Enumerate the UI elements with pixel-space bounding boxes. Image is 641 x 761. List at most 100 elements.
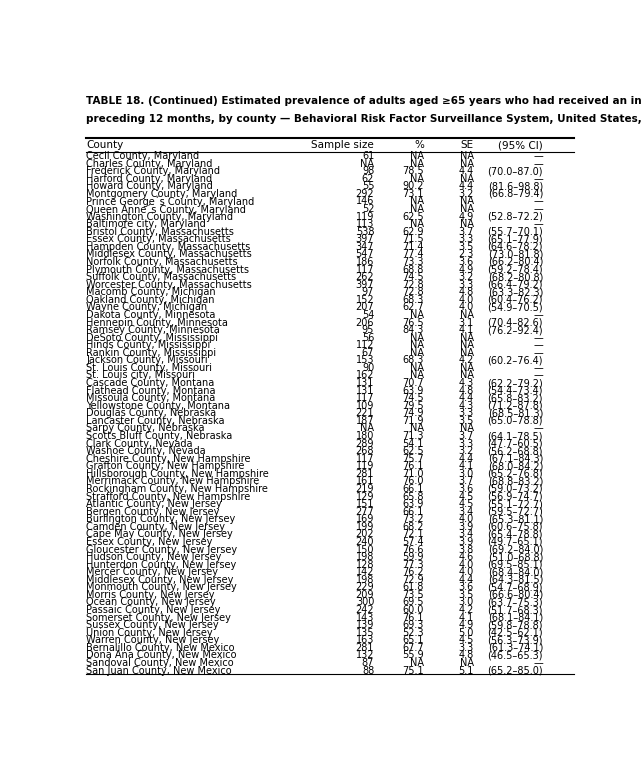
Text: 4.3: 4.3 (458, 378, 474, 388)
Text: 151: 151 (356, 499, 374, 509)
Text: NA: NA (460, 348, 474, 358)
Text: Middlesex County, Massachusetts: Middlesex County, Massachusetts (86, 250, 252, 260)
Text: 277: 277 (356, 507, 374, 517)
Text: 4.4: 4.4 (458, 454, 474, 463)
Text: Hunterdon County, New Jersey: Hunterdon County, New Jersey (86, 559, 237, 570)
Text: 186: 186 (356, 257, 374, 267)
Text: St. Louis city, Missouri: St. Louis city, Missouri (86, 371, 195, 380)
Text: St. Louis County, Missouri: St. Louis County, Missouri (86, 363, 212, 373)
Text: 67.7: 67.7 (403, 643, 424, 653)
Text: 71.9: 71.9 (403, 416, 424, 426)
Text: (54.4–73.4): (54.4–73.4) (488, 386, 543, 396)
Text: 3.7: 3.7 (458, 227, 474, 237)
Text: NA: NA (460, 196, 474, 206)
Text: (55.1–72.7): (55.1–72.7) (487, 499, 543, 509)
Text: 68.3: 68.3 (403, 355, 424, 365)
Text: 73.2: 73.2 (403, 514, 424, 524)
Text: Bristol County, Massachusetts: Bristol County, Massachusetts (86, 227, 234, 237)
Text: Ramsey County, Minnesota: Ramsey County, Minnesota (86, 325, 220, 335)
Text: 75.1: 75.1 (403, 666, 424, 676)
Text: 62.7: 62.7 (403, 302, 424, 312)
Text: Baltimore city, Maryland: Baltimore city, Maryland (86, 219, 206, 229)
Text: 4.3: 4.3 (458, 401, 474, 411)
Text: 131: 131 (356, 378, 374, 388)
Text: (54.9–70.5): (54.9–70.5) (488, 302, 543, 312)
Text: 240: 240 (356, 537, 374, 547)
Text: Hillsborough County, New Hampshire: Hillsborough County, New Hampshire (86, 469, 269, 479)
Text: Essex County, Massachusetts: Essex County, Massachusetts (86, 234, 231, 244)
Text: 3.3: 3.3 (458, 438, 474, 448)
Text: Cecil County, Maryland: Cecil County, Maryland (86, 151, 199, 161)
Text: 3.3: 3.3 (458, 280, 474, 290)
Text: 3.5: 3.5 (458, 416, 474, 426)
Text: Oakland County, Michigan: Oakland County, Michigan (86, 295, 215, 305)
Text: 4.9: 4.9 (458, 620, 474, 630)
Text: 221: 221 (356, 409, 374, 419)
Text: 4.5: 4.5 (458, 635, 474, 645)
Text: 3.9: 3.9 (458, 522, 474, 532)
Text: (64.3–81.5): (64.3–81.5) (488, 575, 543, 584)
Text: 95: 95 (362, 325, 374, 335)
Text: 61.8: 61.8 (403, 582, 424, 592)
Text: (49.7–65.1): (49.7–65.1) (488, 537, 543, 547)
Text: 3.4: 3.4 (458, 507, 474, 517)
Text: 62.9: 62.9 (403, 227, 424, 237)
Text: 79.5: 79.5 (403, 401, 424, 411)
Text: 300: 300 (356, 597, 374, 607)
Text: (59.0–73.2): (59.0–73.2) (488, 484, 543, 494)
Text: (54.7–68.9): (54.7–68.9) (488, 582, 543, 592)
Text: (51.7–68.3): (51.7–68.3) (488, 605, 543, 615)
Text: —: — (533, 658, 543, 668)
Text: Clark County, Nevada: Clark County, Nevada (86, 438, 192, 448)
Text: 3.6: 3.6 (458, 582, 474, 592)
Text: (59.2–78.4): (59.2–78.4) (488, 265, 543, 275)
Text: Plymouth County, Massachusetts: Plymouth County, Massachusetts (86, 265, 249, 275)
Text: NA: NA (410, 174, 424, 183)
Text: Sample size: Sample size (312, 140, 374, 150)
Text: 163: 163 (356, 635, 374, 645)
Text: Hudson County, New Jersey: Hudson County, New Jersey (86, 552, 221, 562)
Text: (55.7–70.1): (55.7–70.1) (487, 227, 543, 237)
Text: 5.0: 5.0 (458, 628, 474, 638)
Text: 3.7: 3.7 (458, 476, 474, 486)
Text: Strafford County, New Hampshire: Strafford County, New Hampshire (86, 492, 251, 501)
Text: (64.1–78.5): (64.1–78.5) (488, 431, 543, 441)
Text: 139: 139 (356, 620, 374, 630)
Text: NA: NA (460, 423, 474, 434)
Text: 4.4: 4.4 (458, 575, 474, 584)
Text: (68.1–84.1): (68.1–84.1) (488, 613, 543, 622)
Text: Somerset County, New Jersey: Somerset County, New Jersey (86, 613, 231, 622)
Text: %: % (414, 140, 424, 150)
Text: 65.1: 65.1 (403, 635, 424, 645)
Text: 70.7: 70.7 (403, 378, 424, 388)
Text: Union County, New Jersey: Union County, New Jersey (86, 628, 213, 638)
Text: 117: 117 (356, 454, 374, 463)
Text: 4.9: 4.9 (458, 265, 474, 275)
Text: NA: NA (460, 658, 474, 668)
Text: 153: 153 (356, 355, 374, 365)
Text: 3.5: 3.5 (458, 590, 474, 600)
Text: (61.3–74.1): (61.3–74.1) (488, 643, 543, 653)
Text: (56.2–68.8): (56.2–68.8) (488, 446, 543, 456)
Text: 76.5: 76.5 (403, 317, 424, 327)
Text: (71.2–87.8): (71.2–87.8) (488, 401, 543, 411)
Text: 71.0: 71.0 (403, 469, 424, 479)
Text: Douglas County, Nebraska: Douglas County, Nebraska (86, 409, 216, 419)
Text: (66.6–80.4): (66.6–80.4) (488, 590, 543, 600)
Text: —: — (533, 219, 543, 229)
Text: NA: NA (460, 310, 474, 320)
Text: Sandoval County, New Mexico: Sandoval County, New Mexico (86, 658, 234, 668)
Text: 76.0: 76.0 (403, 476, 424, 486)
Text: 68.2: 68.2 (403, 522, 424, 532)
Text: 3.2: 3.2 (458, 446, 474, 456)
Text: Cheshire County, New Hampshire: Cheshire County, New Hampshire (86, 454, 251, 463)
Text: Hinds County, Mississippi: Hinds County, Mississippi (86, 340, 210, 350)
Text: —: — (533, 348, 543, 358)
Text: NA: NA (460, 158, 474, 169)
Text: 198: 198 (356, 552, 374, 562)
Text: 68.3: 68.3 (403, 295, 424, 305)
Text: 4.4: 4.4 (458, 166, 474, 177)
Text: (76.2–92.4): (76.2–92.4) (488, 325, 543, 335)
Text: (66.2–80.4): (66.2–80.4) (488, 257, 543, 267)
Text: NA: NA (460, 204, 474, 214)
